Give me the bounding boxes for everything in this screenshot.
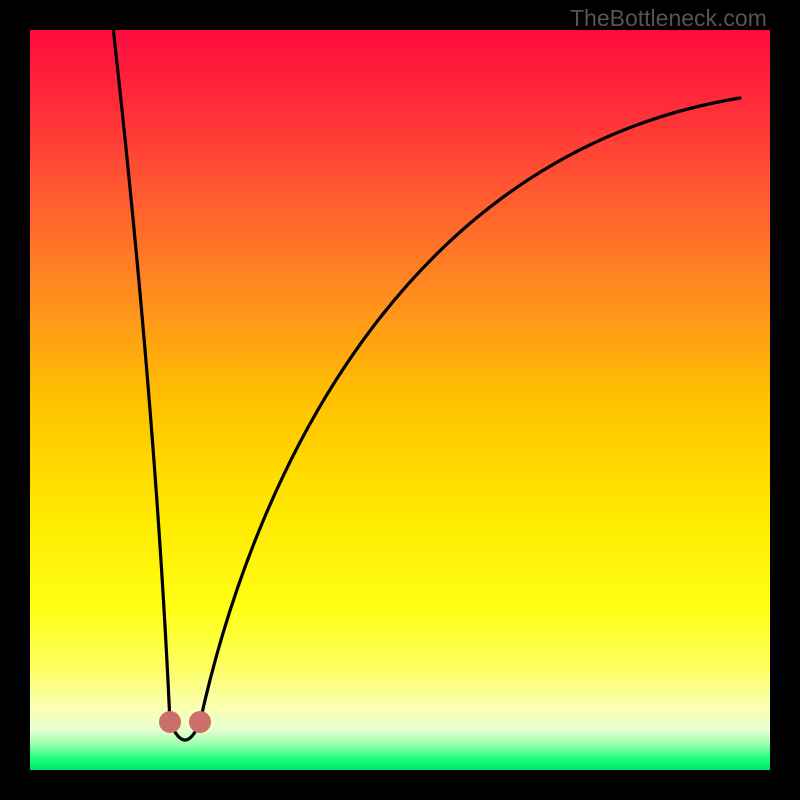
chart-frame: TheBottleneck.com <box>0 0 800 800</box>
watermark-text: TheBottleneck.com <box>570 5 767 32</box>
bottleneck-curve <box>0 0 800 800</box>
dip-marker <box>159 711 181 733</box>
dip-marker <box>189 711 211 733</box>
